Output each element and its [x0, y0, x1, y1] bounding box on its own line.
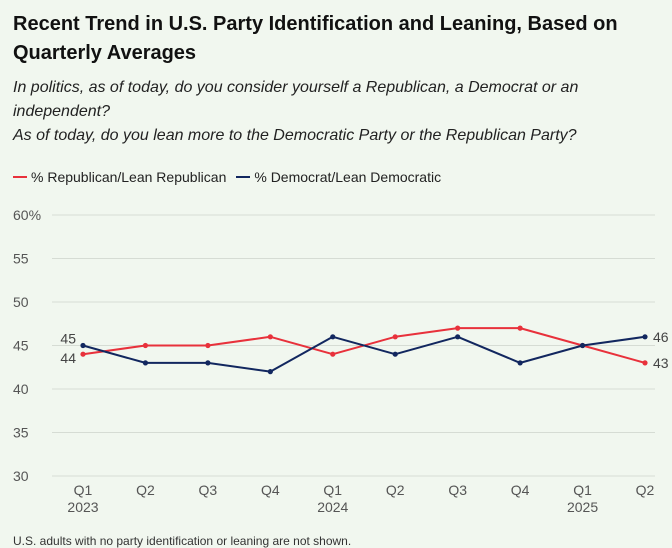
series-line-democrat	[82, 335, 646, 373]
legend-item-democrat: % Democrat/Lean Democratic	[236, 169, 441, 185]
data-point-republican	[80, 351, 86, 357]
subtitle-line: independent?	[13, 103, 110, 120]
legend-label-republican: % Republican/Lean Republican	[31, 169, 227, 185]
y-axis-ticks: 30 35 40 45 50 55 60%	[13, 207, 41, 484]
x-year-label: 2025	[567, 499, 598, 515]
data-point-democrat	[455, 334, 461, 340]
legend-item-republican: % Republican/Lean Republican	[13, 169, 226, 185]
x-tick-label: Q2	[386, 482, 405, 498]
data-point-democrat	[330, 334, 336, 340]
end-label-republican: 43	[653, 355, 669, 371]
data-point-republican	[142, 342, 149, 349]
x-tick-label: Q1	[323, 482, 342, 498]
x-tick-label: Q2	[136, 482, 155, 498]
y-tick-label: 45	[13, 338, 29, 354]
subtitle-line: As of today, do you lean more to the Dem…	[13, 127, 577, 144]
data-point-democrat	[392, 351, 398, 357]
data-point-republican	[517, 325, 523, 331]
y-tick-label: 50	[13, 294, 29, 310]
x-year-label: 2024	[317, 499, 348, 515]
legend-swatch-republican	[13, 176, 27, 178]
data-point-democrat	[80, 342, 86, 349]
data-point-democrat	[517, 360, 523, 366]
x-tick-label: Q4	[261, 482, 280, 498]
x-tick-label: Q1	[74, 482, 93, 498]
subtitle-line: In politics, as of today, do you conside…	[13, 79, 579, 96]
y-tick-label: 40	[13, 381, 29, 397]
x-tick-label: Q3	[199, 482, 218, 498]
legend-label-democrat: % Democrat/Lean Democratic	[254, 169, 442, 185]
chart-subtitle: In politics, as of today, do you conside…	[13, 76, 663, 148]
x-tick-label: Q2	[636, 482, 655, 498]
gridlines	[52, 214, 655, 477]
data-point-democrat	[142, 360, 149, 366]
y-tick-label: 35	[13, 425, 29, 441]
data-point-republican	[455, 325, 461, 331]
data-point-democrat	[642, 334, 648, 340]
y-tick-label: 60%	[13, 207, 41, 223]
x-year-label: 2023	[67, 499, 98, 515]
data-point-republican	[392, 334, 398, 340]
data-labels: 44 43 45 46	[60, 329, 668, 371]
data-point-democrat	[267, 369, 273, 375]
chart-title: Recent Trend in U.S. Party Identificatio…	[13, 13, 618, 64]
data-point-republican	[330, 351, 336, 357]
data-point-republican	[642, 360, 648, 366]
start-label-republican: 44	[60, 350, 76, 366]
end-label-democrat: 46	[653, 329, 669, 345]
footnote: U.S. adults with no party identification…	[13, 534, 352, 548]
chart-legend: % Republican/Lean Republican % Democrat/…	[13, 169, 451, 185]
y-tick-label: 55	[13, 251, 29, 267]
series-lines	[80, 325, 648, 375]
x-tick-label: Q4	[511, 482, 530, 498]
data-point-democrat	[205, 360, 211, 366]
data-point-democrat	[579, 342, 586, 349]
data-point-republican	[267, 334, 273, 340]
y-tick-label: 30	[13, 468, 29, 484]
data-point-republican	[205, 342, 211, 349]
x-tick-label: Q1	[573, 482, 592, 498]
legend-swatch-democrat	[236, 176, 251, 178]
x-tick-label: Q3	[448, 482, 467, 498]
start-label-democrat: 45	[60, 331, 76, 347]
